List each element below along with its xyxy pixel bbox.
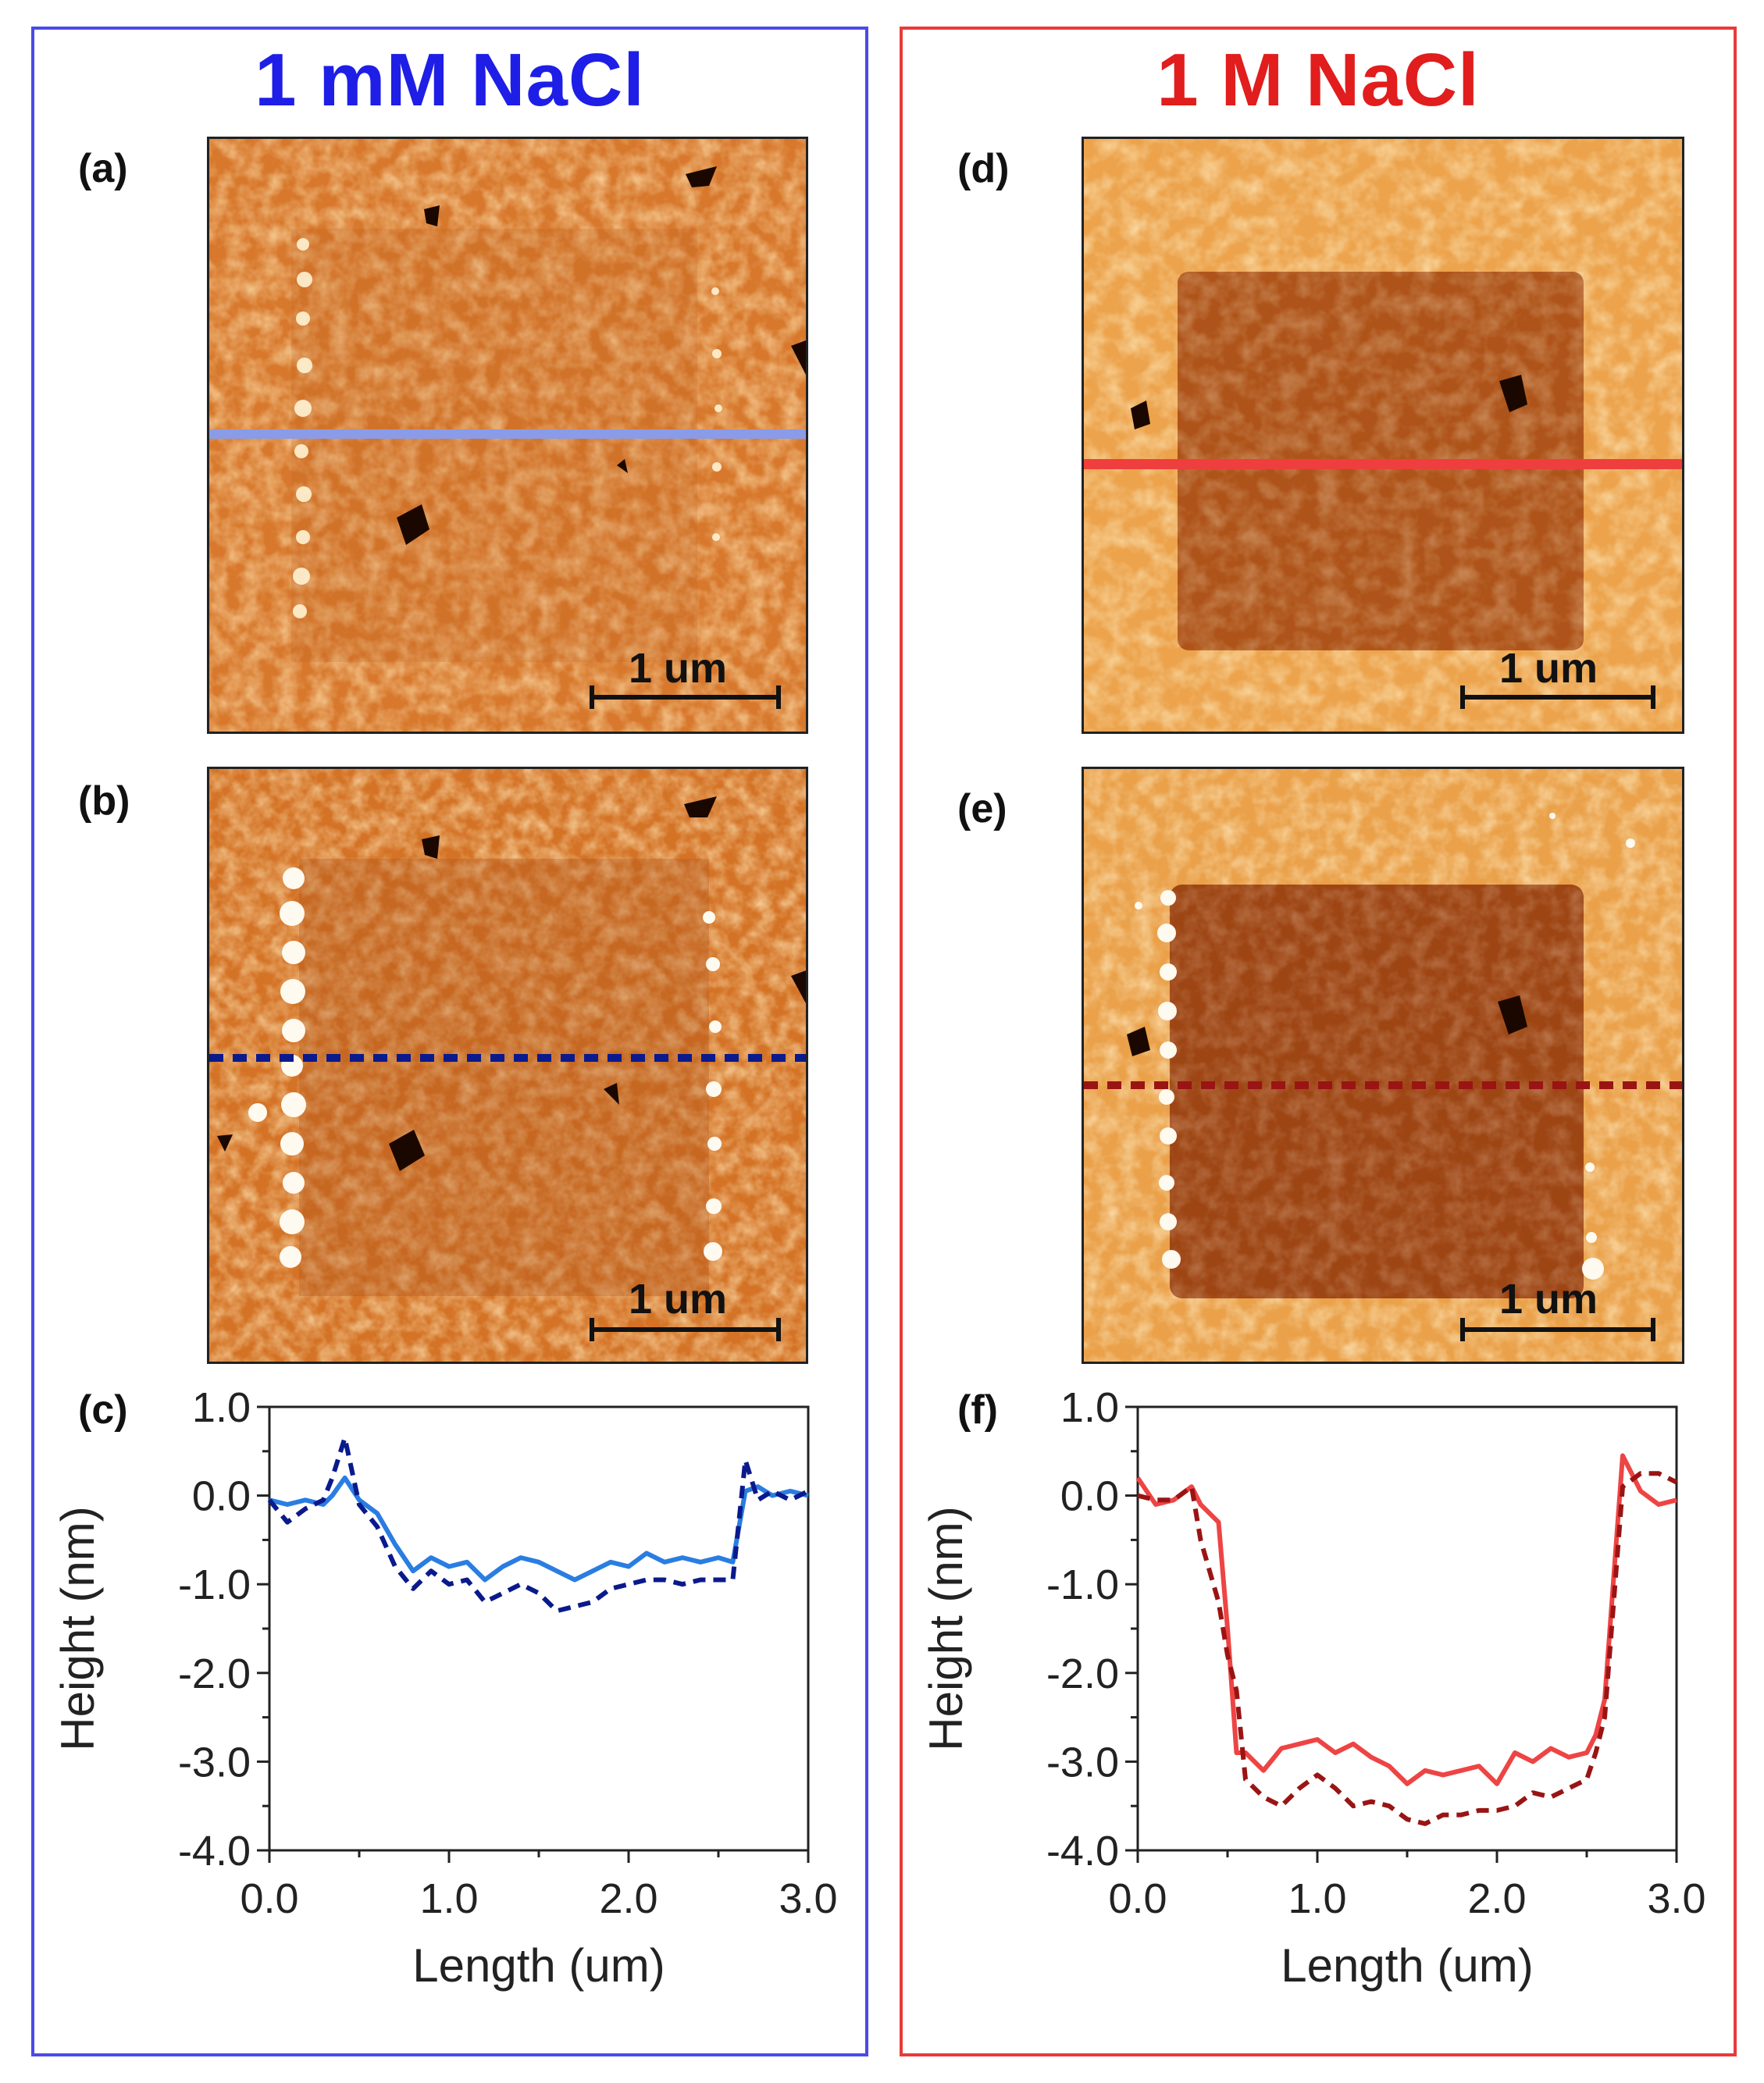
y-tick-label: -2.0 [1046, 1650, 1119, 1697]
scalebar-d [1460, 685, 1655, 709]
scalebar-b [590, 1318, 781, 1341]
right-column-title: 1 M NaCl [1156, 38, 1480, 122]
y-tick-label: -1.0 [178, 1561, 251, 1608]
y-tick-label: 1.0 [1060, 1390, 1119, 1431]
x-tick-label: 2.0 [599, 1875, 657, 1922]
afm-topography-b [209, 769, 806, 1362]
x-axis-title: Length (um) [412, 1939, 665, 1992]
x-tick-label: 0.0 [1108, 1875, 1167, 1922]
y-tick-label: -3.0 [1046, 1739, 1119, 1786]
y-tick-label: -1.0 [1046, 1561, 1119, 1608]
x-tick-label: 1.0 [419, 1875, 478, 1922]
scalebar-a [590, 685, 781, 709]
x-tick-label: 3.0 [1647, 1875, 1705, 1922]
y-tick-label: 0.0 [192, 1473, 251, 1520]
scalebar-label-d: 1 um [1499, 645, 1598, 692]
height-profile-chart-f: 1.00.0-1.0-2.0-3.0-4.00.0 1.0 2.0 3.0Length… [920, 1390, 1706, 1992]
panel-label-d: (d) [957, 146, 1010, 191]
panel-label-a: (a) [78, 146, 128, 191]
panel-label-f: (f) [957, 1387, 998, 1433]
x-tick-label: 0.0 [240, 1875, 298, 1922]
y-tick-label: -4.0 [1046, 1828, 1119, 1875]
y-axis-title: Height (nm) [52, 1506, 104, 1750]
scalebar-label-a: 1 um [629, 645, 728, 692]
scalebar-label-b: 1 um [629, 1276, 728, 1323]
y-tick-label: -2.0 [178, 1650, 251, 1697]
y-tick-label: -4.0 [178, 1828, 251, 1875]
afm-image-d [1082, 137, 1684, 734]
afm-topography-a [209, 139, 806, 732]
x-tick-label: 1.0 [1288, 1875, 1346, 1922]
panel-label-b: (b) [78, 778, 130, 824]
series-line-solid [269, 1475, 809, 1583]
height-profile-chart-c: 1.00.0-1.0-2.0-3.0-4.00.0 1.0 2.0 3.0Length… [52, 1390, 838, 1992]
series-line-dashed [1137, 1471, 1678, 1826]
scalebar-e [1460, 1318, 1655, 1341]
x-tick-label: 2.0 [1467, 1875, 1526, 1922]
x-tick-label: 3.0 [779, 1875, 837, 1922]
afm-image-b [207, 767, 808, 1364]
afm-image-a [207, 137, 808, 734]
panel-label-e: (e) [957, 786, 1007, 831]
left-column-frame [31, 27, 868, 2056]
series-line-dashed [267, 1435, 810, 1614]
left-column-title: 1 mM NaCl [255, 38, 645, 122]
series-line-solid [1135, 1453, 1677, 1786]
afm-topography-e [1084, 769, 1682, 1362]
afm-topography-d [1084, 139, 1682, 732]
afm-image-e [1082, 767, 1684, 1364]
panel-label-c: (c) [78, 1387, 128, 1433]
right-column-frame [900, 27, 1737, 2056]
scalebar-label-e: 1 um [1499, 1276, 1598, 1323]
y-tick-label: 1.0 [192, 1390, 251, 1431]
y-tick-label: -3.0 [178, 1739, 251, 1786]
y-tick-label: 0.0 [1060, 1473, 1119, 1520]
y-axis-title: Height (nm) [920, 1506, 972, 1750]
x-axis-title: Length (um) [1281, 1939, 1534, 1992]
